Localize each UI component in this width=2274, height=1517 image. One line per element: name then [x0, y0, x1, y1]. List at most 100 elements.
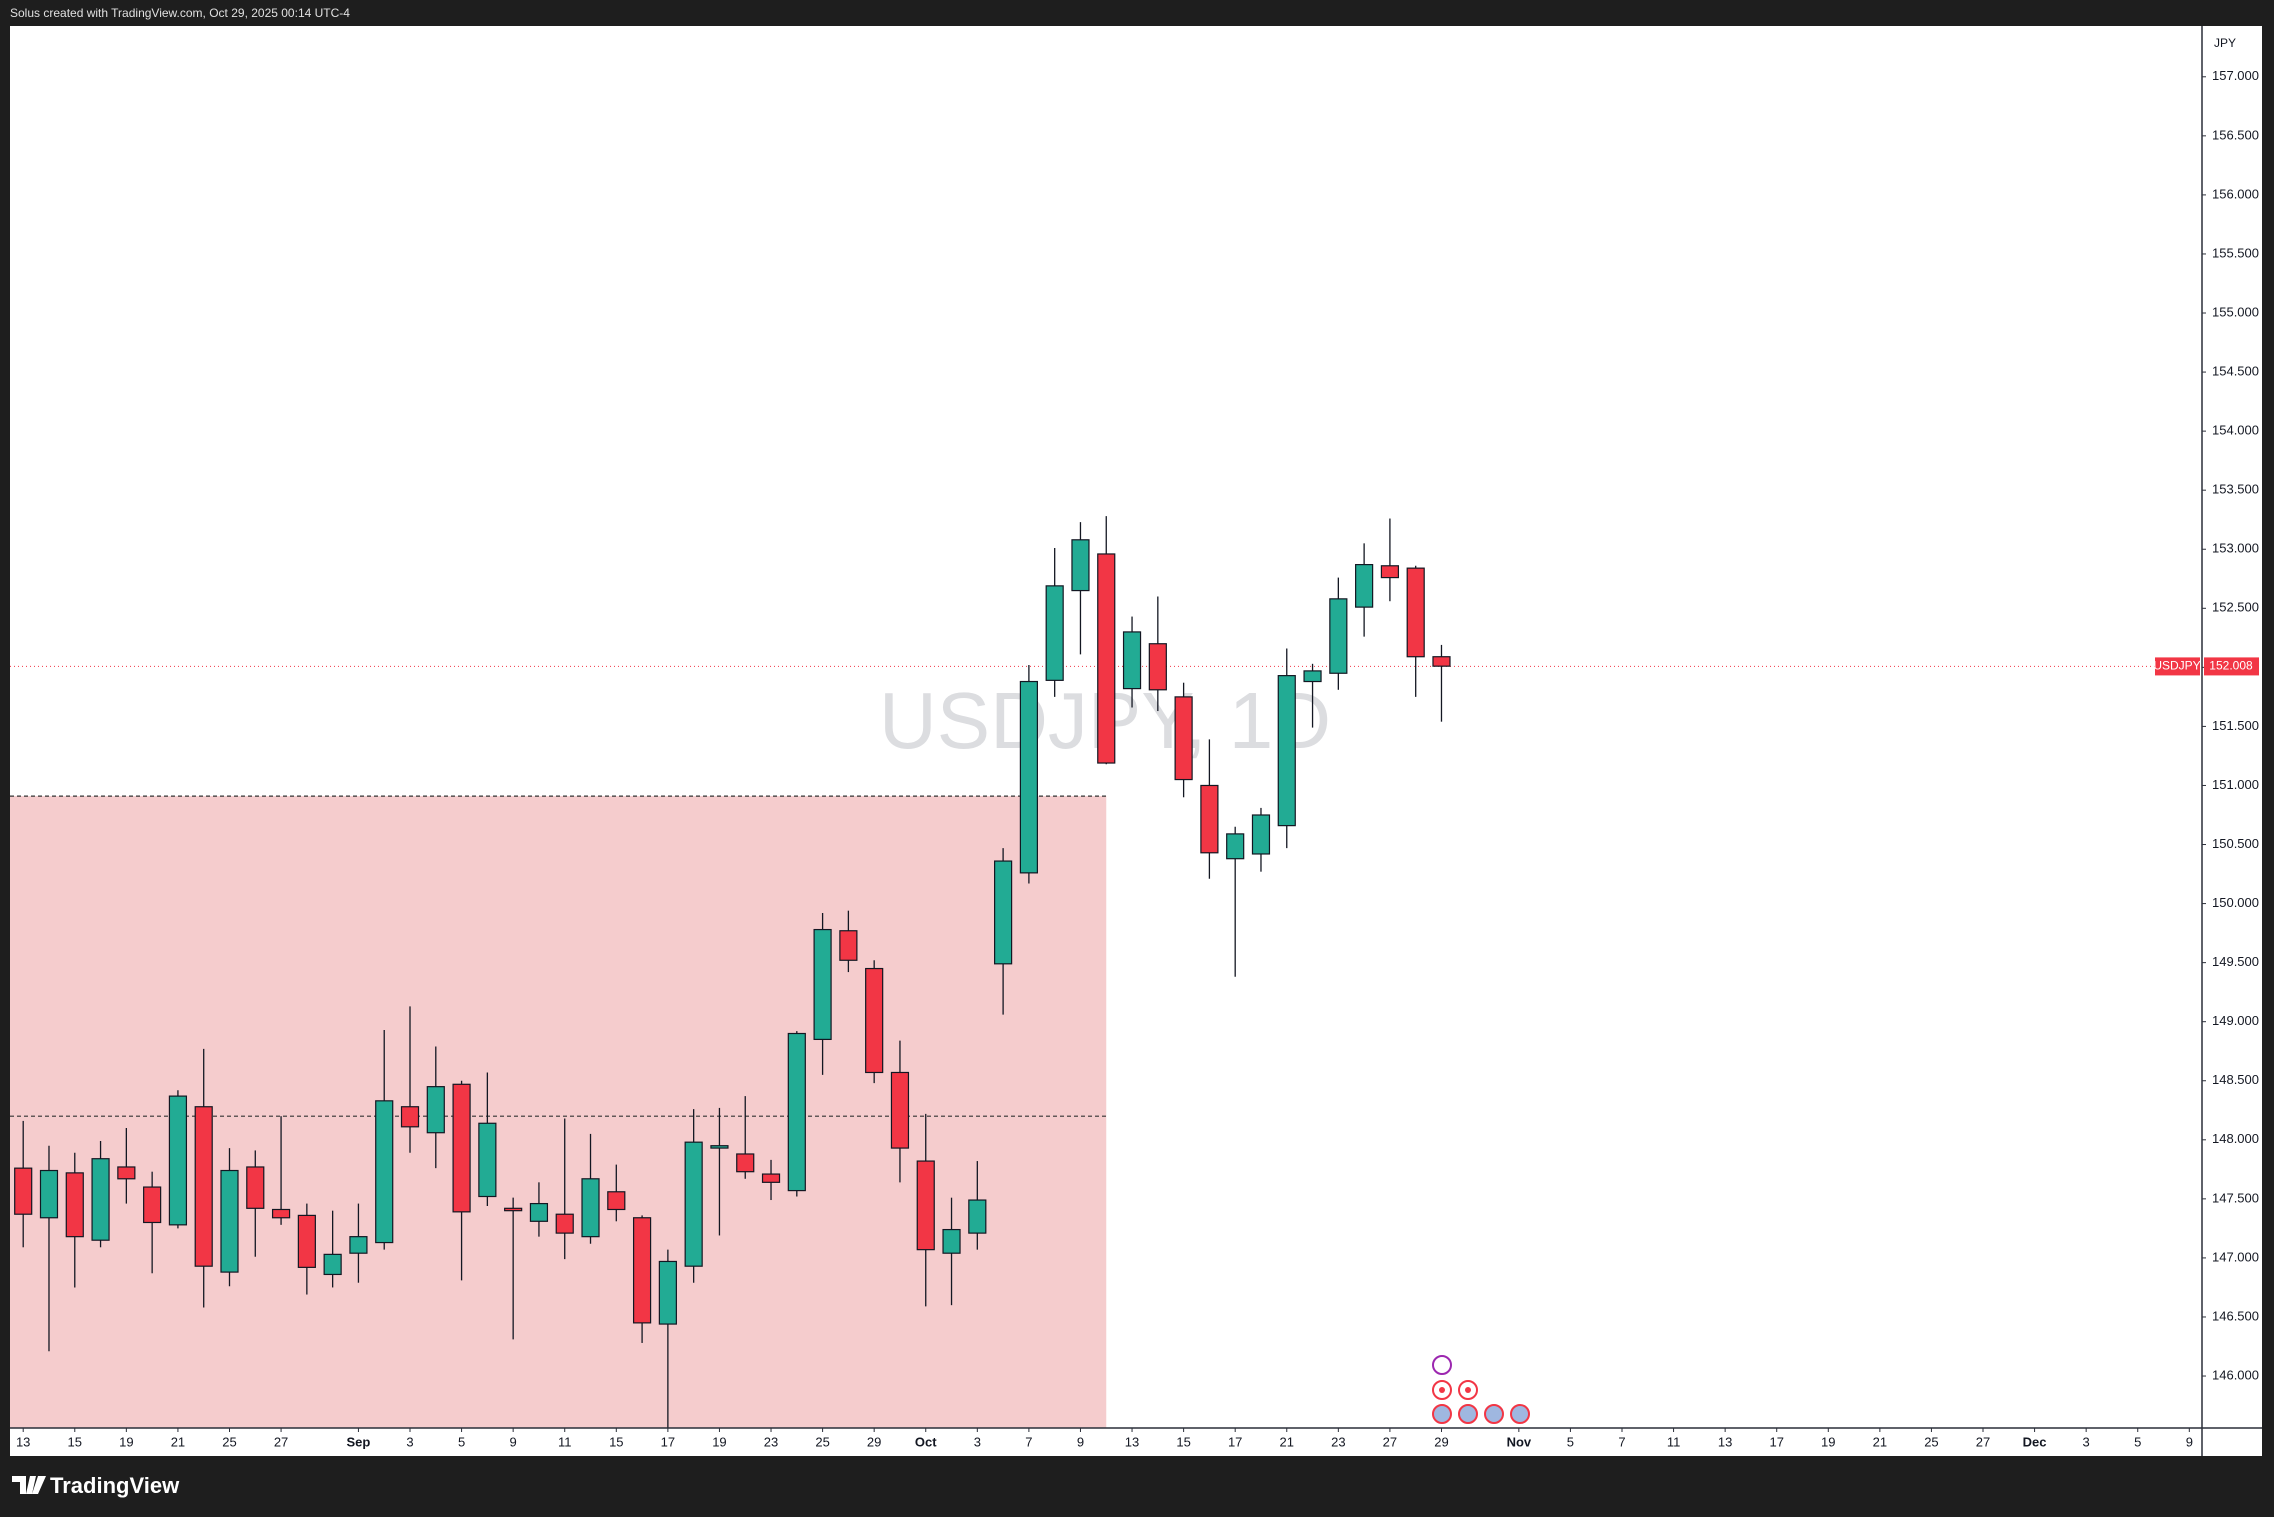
candle-body — [349, 1236, 368, 1254]
x-tick-label: 19 — [1821, 1434, 1835, 1449]
header-text: Solus created with TradingView.com, Oct … — [10, 6, 350, 20]
candle-body — [91, 1158, 110, 1241]
event-icons — [1432, 1355, 1530, 1424]
candle-body — [323, 1253, 342, 1276]
candle-body — [1277, 675, 1296, 827]
y-tick-label: 155.000 — [2212, 304, 2259, 319]
candle-body — [813, 928, 832, 1041]
x-tick-label: 25 — [1924, 1434, 1938, 1449]
x-tick-label: Dec — [2023, 1434, 2047, 1449]
candle-body — [1019, 680, 1038, 874]
candle-body — [1045, 585, 1064, 681]
candle-body — [271, 1208, 291, 1219]
candle-body — [607, 1191, 626, 1211]
x-tick-label: 27 — [274, 1434, 288, 1449]
x-tick-label: 21 — [1873, 1434, 1887, 1449]
event-icon[interactable] — [1432, 1355, 1452, 1375]
candle-body — [1406, 567, 1425, 658]
y-tick-label: 150.000 — [2212, 895, 2259, 910]
candle-body — [994, 860, 1013, 965]
x-tick-label: 21 — [1280, 1434, 1294, 1449]
event-icon[interactable] — [1432, 1404, 1452, 1424]
symbol-tag — [2155, 657, 2200, 676]
y-tick-label: 149.000 — [2212, 1013, 2259, 1028]
event-icon[interactable] — [1510, 1404, 1530, 1424]
y-tick-label: 156.000 — [2212, 186, 2259, 201]
x-tick-label: 11 — [558, 1434, 572, 1449]
x-tick-label: 15 — [1176, 1434, 1190, 1449]
candle-body — [1329, 598, 1348, 674]
x-tick-label: 27 — [1383, 1434, 1397, 1449]
candle-body — [426, 1086, 445, 1134]
x-tick-label: 17 — [1228, 1434, 1242, 1449]
candle-body — [1200, 784, 1219, 854]
candle-body — [942, 1228, 961, 1254]
x-tick-label: 7 — [1025, 1434, 1032, 1449]
y-tick-label: 153.500 — [2212, 482, 2259, 497]
x-tick-label: Oct — [915, 1434, 937, 1449]
event-icon[interactable] — [1484, 1404, 1504, 1424]
y-tick-label: 146.500 — [2212, 1308, 2259, 1323]
candle-body — [39, 1169, 59, 1219]
x-tick-label: 19 — [119, 1434, 133, 1449]
event-icon[interactable] — [1458, 1404, 1478, 1424]
event-icon-dot — [1439, 1387, 1445, 1393]
candle-body — [246, 1166, 265, 1209]
candle-body — [1251, 814, 1271, 855]
candle-body — [117, 1166, 136, 1180]
candle-body — [555, 1213, 574, 1234]
candle-body — [143, 1186, 162, 1224]
y-tick-label: 151.500 — [2212, 718, 2259, 733]
y-tick-label: 147.000 — [2212, 1249, 2259, 1264]
candle-body — [684, 1141, 703, 1267]
candle-body — [400, 1106, 420, 1128]
x-tick-label: 13 — [16, 1434, 30, 1449]
candle-body — [761, 1173, 781, 1183]
candle-body — [14, 1167, 33, 1215]
x-tick-label: 13 — [1125, 1434, 1139, 1449]
y-tick-label: 150.500 — [2212, 836, 2259, 851]
y-tick-label: 148.000 — [2212, 1131, 2259, 1146]
x-tick-label: 25 — [222, 1434, 236, 1449]
candle-body — [1174, 696, 1193, 781]
x-tick-label: Sep — [347, 1434, 371, 1449]
x-tick-label: 29 — [867, 1434, 881, 1449]
candle-body — [890, 1071, 910, 1149]
candle-body — [736, 1153, 755, 1173]
y-tick-label: 151.000 — [2212, 777, 2259, 792]
candle-body — [1097, 553, 1116, 764]
candle-body — [529, 1202, 549, 1222]
x-tick-label: 9 — [1077, 1434, 1084, 1449]
y-tick-label: 149.500 — [2212, 954, 2259, 969]
candle-body — [839, 930, 858, 961]
candle-body — [658, 1260, 677, 1325]
x-tick-label: 23 — [1331, 1434, 1345, 1449]
x-tick-label: 5 — [1567, 1434, 1574, 1449]
x-tick-label: 5 — [2134, 1434, 2141, 1449]
x-tick-label: 5 — [458, 1434, 465, 1449]
footer-text: TradingView — [50, 1473, 180, 1498]
candle-body — [65, 1172, 84, 1238]
y-tick-label: 157.000 — [2212, 68, 2259, 83]
currency-label: JPY — [2214, 36, 2236, 50]
candle-body — [710, 1145, 729, 1149]
candle-body — [1071, 539, 1090, 592]
x-tick-label: Nov — [1507, 1434, 1532, 1449]
x-tick-label: 9 — [2186, 1434, 2193, 1449]
y-tick-label: 154.500 — [2212, 364, 2259, 379]
symbol-tag-label: USDJPY — [2153, 659, 2200, 673]
candle-body — [1432, 656, 1451, 667]
candle-body — [220, 1169, 239, 1273]
candle-body — [865, 967, 884, 1074]
y-tick-label: 146.000 — [2212, 1367, 2259, 1382]
y-tick-label: 153.000 — [2212, 541, 2259, 556]
logo-icon — [12, 1476, 46, 1494]
x-tick-label: 3 — [406, 1434, 413, 1449]
candle-body — [452, 1083, 471, 1213]
y-tick-label: 147.500 — [2212, 1190, 2259, 1205]
candle-body — [1380, 565, 1400, 579]
x-tick-label: 3 — [974, 1434, 981, 1449]
candle-body — [787, 1032, 806, 1192]
footer-logo[interactable]: TradingView — [12, 1473, 180, 1498]
